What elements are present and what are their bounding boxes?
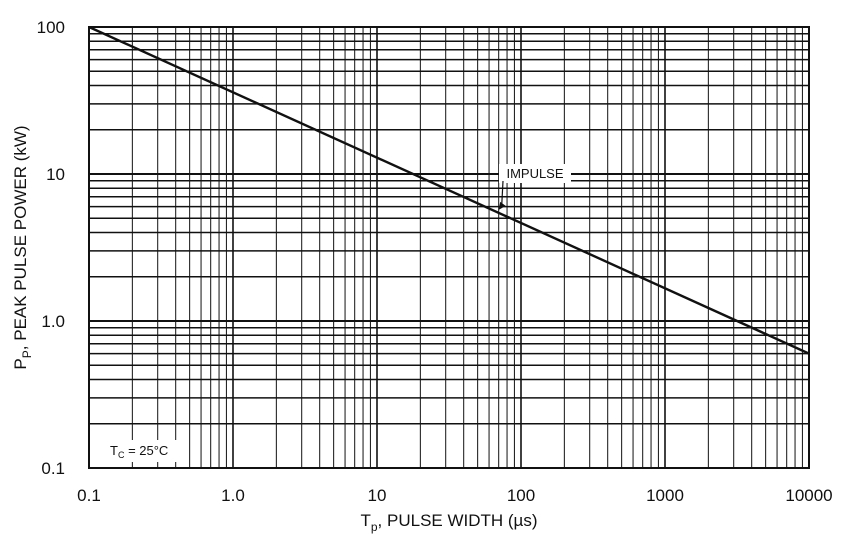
plot-frame — [88, 26, 810, 469]
y-tick-label: 1.0 — [41, 312, 65, 331]
y-axis-title: PP, PEAK PULSE POWER (kW) — [11, 125, 34, 369]
y-axis-title-sub: P — [20, 350, 34, 358]
y-tick-label: 0.1 — [41, 459, 65, 478]
impulse-arrowhead — [498, 201, 506, 210]
y-axis-title-main: P — [11, 358, 30, 369]
x-tick-label: 10000 — [785, 486, 832, 505]
impulse-label: IMPULSE — [506, 166, 563, 181]
tc-annotation: TC = 25°C — [104, 440, 186, 462]
x-tick-labels: 0.1 1.0 10 100 1000 10000 — [77, 486, 832, 505]
y-tick-label: 10 — [46, 165, 65, 184]
impulse-annotation: IMPULSE — [498, 164, 571, 210]
tc-label-main: T — [110, 443, 118, 458]
y-axis-title-rest: , PEAK PULSE POWER (kW) — [11, 125, 30, 350]
impulse-label-background — [499, 164, 571, 183]
x-axis-title-rest: , PULSE WIDTH (µs) — [378, 511, 538, 530]
tc-label-rest: = 25°C — [124, 443, 168, 458]
grid-lines — [88, 26, 810, 469]
y-tick-label: 100 — [37, 18, 65, 37]
x-axis-title-sub: p — [371, 520, 378, 534]
x-tick-label: 10 — [368, 486, 387, 505]
impulse-series-line — [88, 25, 810, 355]
x-tick-label: 0.1 — [77, 486, 101, 505]
x-tick-label: 1.0 — [221, 486, 245, 505]
tc-label: TC = 25°C — [110, 443, 168, 460]
x-tick-label: 100 — [507, 486, 535, 505]
x-axis-title-main: T — [360, 511, 370, 530]
x-axis-title: Tp, PULSE WIDTH (µs) — [360, 511, 537, 534]
tc-label-background — [104, 440, 186, 462]
tc-label-sub: C — [118, 450, 125, 460]
impulse-arrow — [501, 180, 504, 206]
y-tick-labels: 0.1 1.0 10 100 — [37, 18, 65, 478]
series-layer — [88, 25, 810, 355]
x-tick-label: 1000 — [646, 486, 684, 505]
